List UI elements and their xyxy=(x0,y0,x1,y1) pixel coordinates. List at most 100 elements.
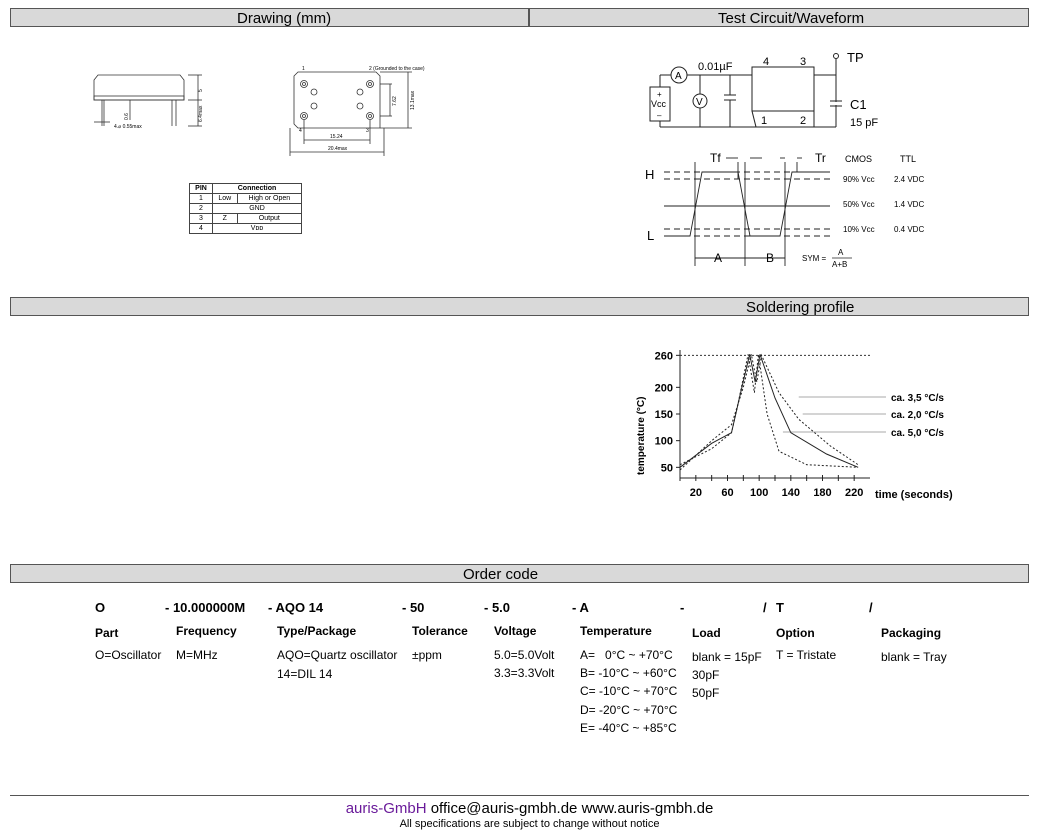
cap-label: 0.01µF xyxy=(698,61,733,73)
fall-time-label: Tf xyxy=(710,151,721,165)
head-load: Load xyxy=(692,626,721,640)
voltmeter-icon: V xyxy=(696,97,703,108)
code-option: T xyxy=(776,600,784,615)
dim-64max: 6.4max xyxy=(198,105,204,122)
soldering-header-bar: Soldering profile xyxy=(10,297,1029,316)
dim-204: 20.4max xyxy=(328,146,348,152)
head-temperature: Temperature xyxy=(580,624,652,638)
temperature-value-c: C= -10°C ~ +70°C xyxy=(580,684,678,698)
table-row: 3 Z Output xyxy=(189,213,303,224)
head-part: Part xyxy=(95,626,119,640)
x-tick-label: 180 xyxy=(813,487,831,499)
pin4-label: 4 xyxy=(299,128,302,134)
c1-label: C1 xyxy=(850,97,867,112)
tp-label: TP xyxy=(847,50,864,65)
code-part: O xyxy=(95,600,106,615)
head-voltage: Voltage xyxy=(494,624,537,638)
low-level-label: L xyxy=(647,228,654,243)
x-tick-label: 220 xyxy=(845,487,863,499)
x-axis-label: time (seconds) xyxy=(875,489,953,501)
table-row: 4 Vᴅᴅ xyxy=(189,223,302,234)
connection-header: Connection xyxy=(212,183,302,194)
ic-pin1: 1 xyxy=(761,115,767,127)
vcc-minus: – xyxy=(657,111,662,120)
y-tick-label: 100 xyxy=(655,436,673,448)
ttl-90-value: 2.4 VDC xyxy=(894,175,924,184)
code-type: - AQO 14 xyxy=(268,600,324,615)
frequency-value: M=MHz xyxy=(176,648,218,662)
code-voltage: - 5.0 xyxy=(484,600,511,615)
head-tolerance: Tolerance xyxy=(412,624,468,638)
dim-5: 5 xyxy=(198,89,204,92)
ttl-10-value: 0.4 VDC xyxy=(894,225,924,234)
series-line-3 xyxy=(679,354,859,468)
symmetry-denominator: A+B xyxy=(832,260,847,269)
pin3-label: 3 xyxy=(366,128,369,134)
pin2-label: 2 (Grounded to the case) xyxy=(369,66,425,72)
y-tick-label: 150 xyxy=(655,409,673,421)
code-temperature: - A xyxy=(572,600,589,615)
y-tick-label: 260 xyxy=(655,350,673,362)
packaging-value: blank = Tray xyxy=(881,650,947,664)
temperature-value-d: D= -20°C ~ +70°C xyxy=(580,703,678,717)
drawing-header-bar: Drawing (mm) xyxy=(10,8,529,27)
table-cell: Low xyxy=(212,193,238,204)
code-frequency: - 10.000000M xyxy=(165,600,246,615)
table-cell: High or Open xyxy=(236,193,303,204)
x-tick-label: 60 xyxy=(721,487,733,499)
tolerance-value: ±ppm xyxy=(412,648,442,662)
table-cell: Vᴅᴅ xyxy=(212,223,302,234)
cmos-header: CMOS xyxy=(845,154,872,164)
x-tick-label: 100 xyxy=(750,487,768,499)
dim-pin-dia: 4.⌀ 0.55max xyxy=(114,124,142,130)
pin-header: PIN xyxy=(189,183,213,194)
pin-connection-table: PIN Connection 1 Low High or Open 2 GND … xyxy=(189,183,303,234)
table-row: 1 Low High or Open xyxy=(189,193,303,204)
head-type-package: Type/Package xyxy=(277,624,357,638)
code-tolerance: - 50 xyxy=(402,600,425,615)
type-value-2: 14=DIL 14 xyxy=(277,667,333,681)
symmetry-label: SYM = xyxy=(802,254,827,263)
table-cell: 3 xyxy=(189,213,213,224)
x-tick-label: 20 xyxy=(690,487,702,499)
series-label-1: ca. 3,5 °C/s xyxy=(891,393,944,404)
load-value-1: blank = 15pF xyxy=(692,650,762,664)
footer-divider xyxy=(10,795,1029,796)
series-line-1 xyxy=(679,353,859,471)
y-tick-label: 50 xyxy=(661,462,673,474)
table-cell: 1 xyxy=(189,193,213,204)
series-line-2 xyxy=(679,354,859,468)
test-circuit-header-bar: Test Circuit/Waveform xyxy=(529,8,1029,27)
ttl-header: TTL xyxy=(900,154,916,164)
head-frequency: Frequency xyxy=(176,624,237,638)
table-cell: GND xyxy=(212,203,302,214)
ic-pin3: 3 xyxy=(800,56,806,68)
rise-time-label: Tr xyxy=(815,151,826,165)
test-circuit-diagram: TP 0.01µF C1 15 pF 4 3 1 2 A V Vcc + – xyxy=(649,50,878,129)
symmetry-numerator: A xyxy=(838,248,844,257)
table-cell: 4 xyxy=(189,223,213,234)
vcc-label: Vcc xyxy=(651,99,667,109)
head-packaging: Packaging xyxy=(881,626,942,640)
footer-notice: All specifications are subject to change… xyxy=(399,818,660,830)
footer-brand: auris-GmbH xyxy=(345,800,427,817)
series-label-2: ca. 2,0 °C/s xyxy=(891,410,944,421)
y-tick-label: 200 xyxy=(655,382,673,394)
ic-pin4: 4 xyxy=(763,56,769,68)
ic-pin2: 2 xyxy=(800,115,806,127)
drawing-title: Drawing (mm) xyxy=(237,10,332,27)
ttl-50-value: 1.4 VDC xyxy=(894,200,924,209)
test-circuit-title: Test Circuit/Waveform xyxy=(718,10,865,27)
level-10-label: 10% Vcc xyxy=(843,225,875,234)
high-level-label: H xyxy=(645,167,654,182)
ammeter-icon: A xyxy=(675,71,682,82)
voltage-value-1: 5.0=5.0Volt xyxy=(494,648,555,662)
y-axis-label: temperature (°C) xyxy=(636,397,647,475)
order-code-header-bar: Order code xyxy=(10,564,1029,583)
dim-762: 7.62 xyxy=(392,96,398,106)
part-value: O=Oscillator xyxy=(95,648,162,662)
type-value-1: AQO=Quartz oscillator xyxy=(277,648,398,662)
level-90-label: 90% Vcc xyxy=(843,175,875,184)
dim-1524: 15.24 xyxy=(330,134,343,140)
option-value: T = Tristate xyxy=(776,648,837,662)
